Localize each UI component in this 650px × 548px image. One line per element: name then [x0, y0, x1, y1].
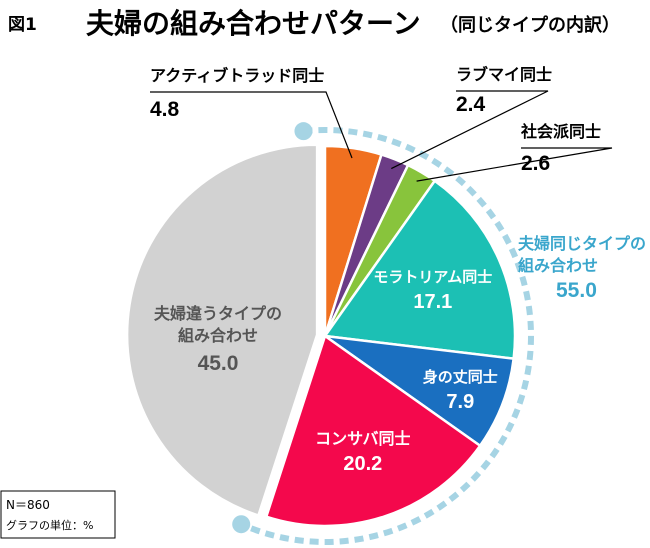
slice-name-6: コンサバ同士 — [315, 429, 410, 448]
slice-value-4: 17.1 — [413, 291, 452, 313]
bracket-arc — [239, 127, 534, 545]
pie-slice-4 — [323, 179, 517, 360]
leader-line-1 — [150, 91, 353, 159]
pie-slice-5 — [323, 334, 515, 447]
bracket-label-line2: 組み合わせ — [518, 256, 598, 275]
chart-subtitle: （同じタイプの内訳） — [440, 14, 620, 36]
leader-lines — [150, 90, 613, 182]
slice-name-7-line2: 組み合わせ — [178, 326, 258, 345]
pie-slices — [125, 143, 517, 528]
pie-slice-6 — [265, 334, 482, 528]
slice-name-7: 夫婦違うタイプの — [154, 304, 282, 323]
slice-value-2: 2.4 — [456, 93, 486, 116]
bracket-end-dot — [232, 515, 251, 534]
slice-name-1: アクティブトラッド同士 — [150, 66, 324, 85]
slice-name-5: 身の丈同士 — [423, 368, 498, 386]
pie-slice-7 — [125, 143, 319, 517]
slice-value-5: 7.9 — [446, 391, 474, 413]
chart-title: 夫婦の組み合わせパターン — [86, 7, 421, 40]
slice-name-2: ラブマイ同士 — [456, 65, 552, 84]
slice-labels: アクティブトラッド同士 4.8 ラブマイ同士 2.4 社会派同士 2.6 モラトリアム同士 1… — [150, 65, 601, 475]
note-n: N＝860 — [6, 498, 50, 512]
slice-value-6: 20.2 — [343, 453, 382, 475]
bracket-start-dot — [294, 122, 313, 141]
slice-value-1: 4.8 — [150, 98, 180, 121]
bracket-label-line1: 夫婦同じタイプの — [518, 234, 646, 253]
leader-line-2 — [391, 90, 549, 170]
leader-line-3 — [416, 147, 613, 182]
bracket-value: 55.0 — [556, 279, 597, 302]
slice-value-3: 2.6 — [521, 152, 550, 175]
slice-name-3: 社会派同士 — [520, 122, 601, 141]
note-box — [0, 490, 116, 539]
note-unit: グラフの単位：% — [6, 518, 93, 532]
slice-name-4: モラトリアム同士 — [373, 268, 492, 286]
same-type-bracket — [232, 122, 534, 545]
slice-value-7: 45.0 — [198, 352, 239, 375]
figure-label: 図1 — [8, 15, 37, 35]
